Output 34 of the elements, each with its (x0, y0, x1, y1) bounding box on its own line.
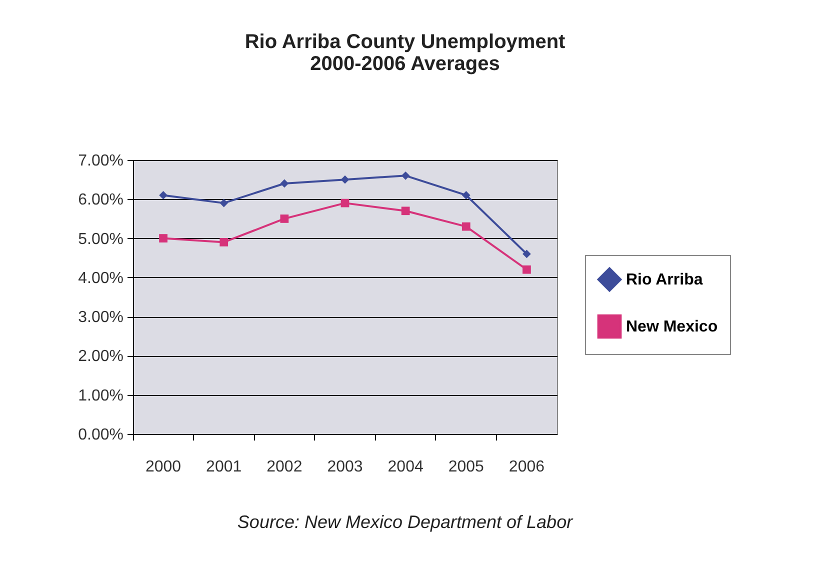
y-tick-label: 3.00% (78, 309, 124, 326)
source-note: Source: New Mexico Department of Labor (236, 512, 574, 533)
point (462, 191, 470, 200)
y-tick-label: 0.00% (78, 426, 124, 444)
y-tick-label: 1.00% (78, 387, 124, 404)
text: 2000-2006 Averages (310, 53, 500, 75)
x-tick-label: 2005 (448, 458, 484, 476)
y-tick-label: 7.00% (78, 152, 124, 170)
point (522, 265, 531, 274)
x-tick-label: 2000 (145, 458, 182, 476)
x-tick-label: 2006 (508, 458, 545, 476)
x-tick-label: 2003 (327, 458, 363, 476)
x-tick-label: 2001 (206, 458, 242, 476)
y-tick-label: 4.00% (78, 270, 124, 287)
point (522, 250, 531, 258)
legend-label: Rio Arriba (626, 272, 703, 288)
y-tick-label: 5.00% (78, 230, 124, 248)
point (159, 234, 168, 242)
point (220, 198, 228, 208)
point (340, 175, 350, 184)
y-tick-label: 6.00% (78, 192, 124, 209)
point (340, 198, 350, 208)
point (280, 179, 289, 188)
point (401, 206, 410, 216)
point (280, 214, 289, 223)
x-tick-label: 2004 (388, 458, 424, 476)
y-tick-label: 2.00% (78, 348, 124, 366)
point (401, 171, 410, 180)
text: Rio Arriba County Unemployment (244, 31, 566, 53)
x-tick-label: 2002 (266, 458, 302, 476)
legend-label: New Mexico (626, 318, 718, 336)
point (220, 238, 228, 246)
point (159, 191, 168, 200)
point (462, 222, 470, 231)
